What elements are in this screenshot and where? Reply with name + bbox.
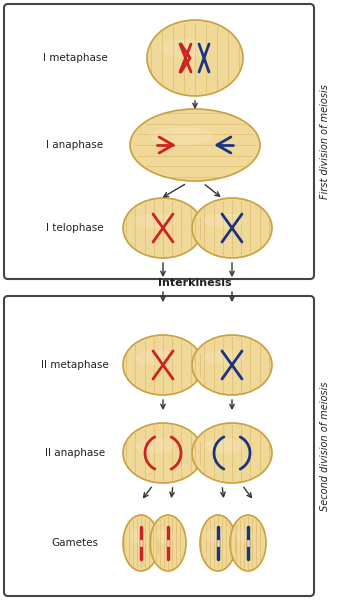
Text: II anaphase: II anaphase: [45, 448, 105, 458]
FancyBboxPatch shape: [4, 4, 314, 279]
Ellipse shape: [235, 529, 253, 543]
Text: I metaphase: I metaphase: [43, 53, 107, 63]
Ellipse shape: [192, 198, 272, 258]
Ellipse shape: [155, 529, 173, 543]
Text: I telophase: I telophase: [46, 223, 104, 233]
Ellipse shape: [123, 335, 203, 395]
Ellipse shape: [206, 529, 223, 543]
Ellipse shape: [150, 515, 186, 571]
Ellipse shape: [204, 213, 244, 228]
Ellipse shape: [192, 423, 272, 483]
Ellipse shape: [161, 39, 209, 58]
Text: II metaphase: II metaphase: [41, 360, 109, 370]
Ellipse shape: [147, 20, 243, 96]
Text: Gametes: Gametes: [52, 538, 98, 548]
Ellipse shape: [123, 198, 203, 258]
Ellipse shape: [135, 350, 175, 365]
Ellipse shape: [230, 515, 266, 571]
Text: I anaphase: I anaphase: [46, 140, 104, 150]
Ellipse shape: [200, 515, 236, 571]
Ellipse shape: [192, 335, 272, 395]
Ellipse shape: [135, 213, 175, 228]
Text: Interkinesis: Interkinesis: [158, 278, 232, 288]
Ellipse shape: [130, 109, 260, 181]
Ellipse shape: [128, 529, 146, 543]
FancyBboxPatch shape: [4, 296, 314, 596]
Ellipse shape: [204, 438, 244, 453]
Text: First division of meiosis: First division of meiosis: [320, 84, 330, 199]
Ellipse shape: [123, 515, 159, 571]
Ellipse shape: [135, 438, 175, 453]
Ellipse shape: [204, 350, 244, 365]
Ellipse shape: [149, 127, 215, 145]
Text: Second division of meiosis: Second division of meiosis: [320, 381, 330, 511]
Ellipse shape: [123, 423, 203, 483]
